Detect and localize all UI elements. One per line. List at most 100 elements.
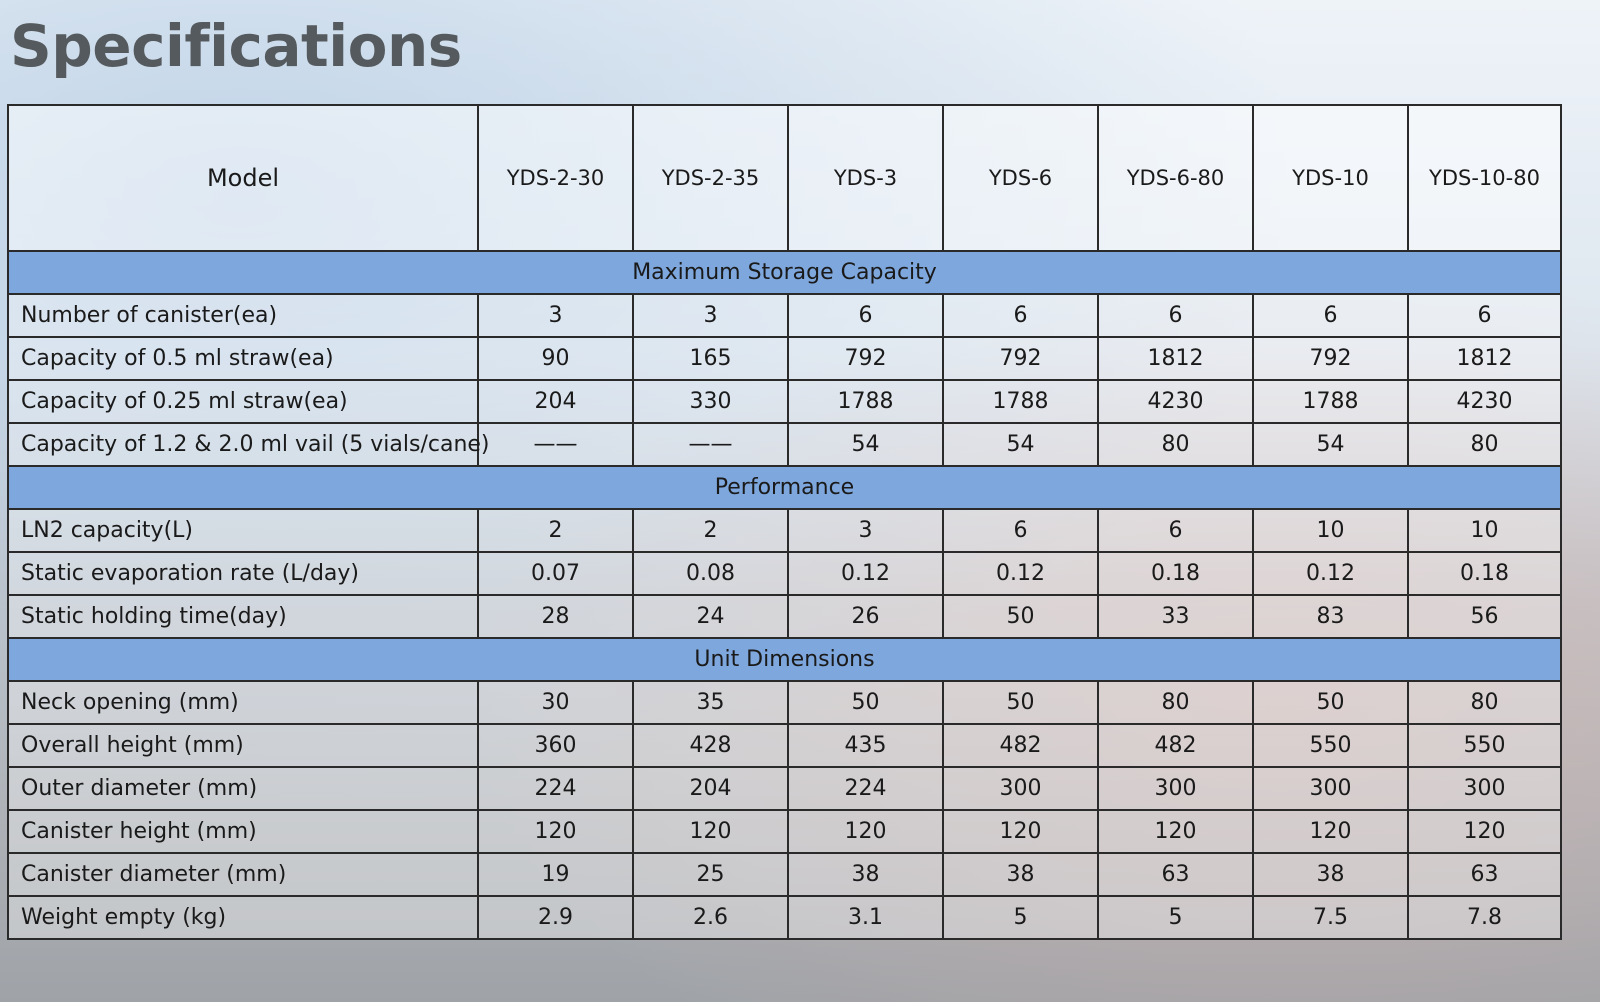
cell: 10 (1252, 508, 1409, 553)
cell: 38 (787, 852, 944, 897)
cell: 1812 (1097, 336, 1254, 381)
section-title: Unit Dimensions (7, 637, 1562, 682)
cell: —— (477, 422, 634, 467)
cell: 6 (942, 508, 1099, 553)
cell: 165 (632, 336, 789, 381)
cell: 4230 (1097, 379, 1254, 424)
cell: 5 (1097, 895, 1254, 940)
cell: 1788 (787, 379, 944, 424)
data-row: Canister diameter (mm) 19 25 38 38 63 38 63 (7, 852, 1562, 897)
cell: 83 (1252, 594, 1409, 639)
row-label: Overall height (mm) (7, 723, 479, 768)
cell: 7.5 (1252, 895, 1409, 940)
cell: 6 (1097, 508, 1254, 553)
cell: 792 (942, 336, 1099, 381)
cell: 3 (477, 293, 634, 338)
cell: 5 (942, 895, 1099, 940)
data-row: Static evaporation rate (L/day) 0.07 0.08 0… (7, 551, 1562, 596)
cell: 120 (632, 809, 789, 854)
cell: 300 (942, 766, 1099, 811)
cell: 26 (787, 594, 944, 639)
row-label: Capacity of 0.5 ml straw(ea) (7, 336, 479, 381)
header-cell: YDS-2-35 (632, 104, 789, 252)
row-label: Weight empty (kg) (7, 895, 479, 940)
data-row: Static holding time(day) 28 24 26 50 33 83 56 (7, 594, 1562, 639)
section-row: Maximum Storage Capacity (7, 250, 1562, 295)
cell: 0.18 (1097, 551, 1254, 596)
cell: 6 (1252, 293, 1409, 338)
data-row: Capacity of 0.5 ml straw(ea) 90 165 792 792 1… (7, 336, 1562, 381)
cell: 2.6 (632, 895, 789, 940)
cell: 204 (477, 379, 634, 424)
cell: 50 (1252, 680, 1409, 725)
cell: 6 (1097, 293, 1254, 338)
cell: 120 (1252, 809, 1409, 854)
cell: 54 (787, 422, 944, 467)
cell: 120 (1407, 809, 1562, 854)
cell: 1788 (942, 379, 1099, 424)
data-row: Outer diameter (mm) 224 204 224 300 300 300 300 (7, 766, 1562, 811)
cell: 0.08 (632, 551, 789, 596)
cell: 38 (1252, 852, 1409, 897)
header-cell: YDS-3 (787, 104, 944, 252)
cell: —— (632, 422, 789, 467)
cell: 120 (1097, 809, 1254, 854)
row-label: Outer diameter (mm) (7, 766, 479, 811)
row-label: Number of canister(ea) (7, 293, 479, 338)
header-cell: YDS-10-80 (1407, 104, 1562, 252)
cell: 38 (942, 852, 1099, 897)
cell: 50 (942, 680, 1099, 725)
cell: 80 (1097, 422, 1254, 467)
spec-table: Model YDS-2-30 YDS-2-35 YDS-3 YDS-6 YDS-6-80 Y… (7, 104, 1562, 940)
cell: 19 (477, 852, 634, 897)
cell: 25 (632, 852, 789, 897)
cell: 300 (1407, 766, 1562, 811)
cell: 3 (632, 293, 789, 338)
cell: 24 (632, 594, 789, 639)
data-row: Capacity of 0.25 ml straw(ea) 204 330 1788 1… (7, 379, 1562, 424)
cell: 6 (1407, 293, 1562, 338)
row-label: Canister diameter (mm) (7, 852, 479, 897)
cell: 28 (477, 594, 634, 639)
row-label: LN2 capacity(L) (7, 508, 479, 553)
row-label: Canister height (mm) (7, 809, 479, 854)
cell: 54 (942, 422, 1099, 467)
cell: 0.12 (787, 551, 944, 596)
cell: 0.12 (1252, 551, 1409, 596)
cell: 35 (632, 680, 789, 725)
cell: 3 (787, 508, 944, 553)
cell: 10 (1407, 508, 1562, 553)
cell: 300 (1097, 766, 1254, 811)
header-cell: Model (7, 104, 479, 252)
cell: 792 (1252, 336, 1409, 381)
data-row: LN2 capacity(L) 2 2 3 6 6 10 10 (7, 508, 1562, 553)
cell: 3.1 (787, 895, 944, 940)
header-cell: YDS-6-80 (1097, 104, 1254, 252)
cell: 80 (1407, 422, 1562, 467)
cell: 90 (477, 336, 634, 381)
header-cell: YDS-10 (1252, 104, 1409, 252)
cell: 0.18 (1407, 551, 1562, 596)
data-row: Weight empty (kg) 2.9 2.6 3.1 5 5 7.5 7.8 (7, 895, 1562, 940)
cell: 120 (787, 809, 944, 854)
data-row: Capacity of 1.2 & 2.0 ml vail (5 vials/c… (7, 422, 1562, 467)
section-title: Maximum Storage Capacity (7, 250, 1562, 295)
data-row: Overall height (mm) 360 428 435 482 482 550 550 (7, 723, 1562, 768)
cell: 550 (1407, 723, 1562, 768)
cell: 50 (942, 594, 1099, 639)
cell: 6 (942, 293, 1099, 338)
cell: 428 (632, 723, 789, 768)
section-title: Performance (7, 465, 1562, 510)
cell: 300 (1252, 766, 1409, 811)
cell: 50 (787, 680, 944, 725)
row-label: Static holding time(day) (7, 594, 479, 639)
row-label: Capacity of 0.25 ml straw(ea) (7, 379, 479, 424)
cell: 80 (1407, 680, 1562, 725)
row-label: Static evaporation rate (L/day) (7, 551, 479, 596)
cell: 224 (787, 766, 944, 811)
section-row: Performance (7, 465, 1562, 510)
section-row: Unit Dimensions (7, 637, 1562, 682)
data-row: Neck opening (mm) 30 35 50 50 80 50 80 (7, 680, 1562, 725)
cell: 2.9 (477, 895, 634, 940)
